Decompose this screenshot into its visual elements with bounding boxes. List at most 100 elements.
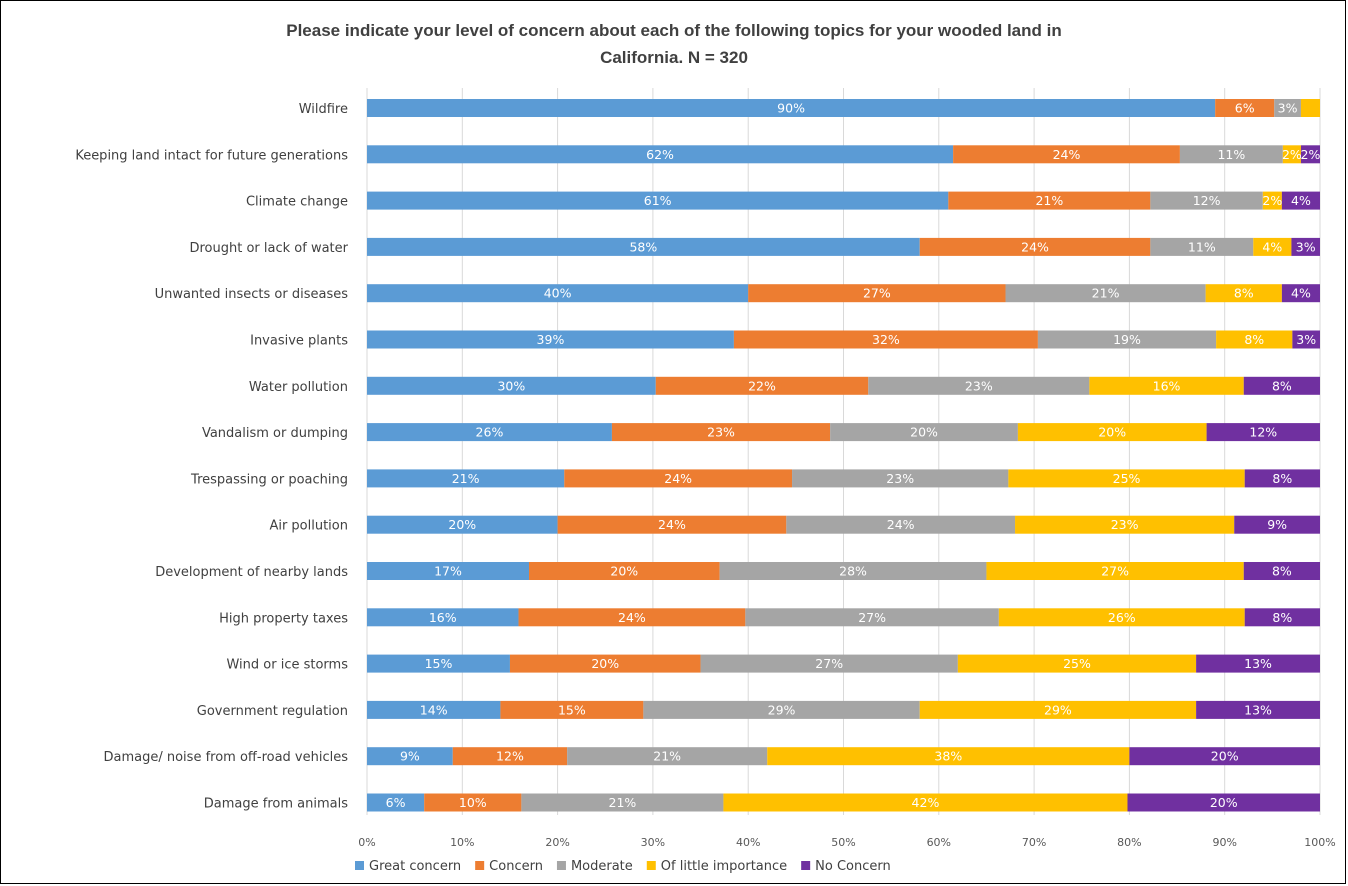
bar-value-label: 8% [1272, 378, 1292, 393]
bar-value-label: 27% [1101, 564, 1129, 579]
bar-value-label: 24% [887, 517, 915, 532]
x-tick-label: 40% [736, 836, 760, 849]
bar-value-label: 9% [1267, 517, 1287, 532]
legend-label: Moderate [571, 859, 633, 874]
bar-value-label: 28% [839, 564, 867, 579]
bar-segment [1262, 191, 1282, 210]
bar-segment [792, 469, 1009, 488]
bar-segment [367, 191, 949, 210]
bar-segment [919, 700, 1197, 719]
bar-segment [367, 145, 954, 164]
bar-value-label: 4% [1291, 286, 1311, 301]
bar-segment [830, 423, 1018, 442]
bar-value-label: 24% [618, 610, 646, 625]
bar-segment [919, 237, 1151, 256]
bar-value-label: 13% [1244, 656, 1272, 671]
bar-value-label: 9% [400, 749, 420, 764]
x-tick-label: 20% [545, 836, 569, 849]
bar-segment [723, 793, 1128, 812]
bar-value-label: 25% [1113, 471, 1141, 486]
category-label: Keeping land intact for future generatio… [75, 148, 348, 163]
bar-segment [733, 330, 1038, 349]
bar-segment [1127, 793, 1320, 812]
bar-segment [1005, 284, 1206, 303]
bar-value-label: 2% [1282, 147, 1302, 162]
bar-value-label: 29% [768, 702, 796, 717]
bar-segment [1216, 330, 1293, 349]
bar-value-label: 21% [1035, 193, 1063, 208]
bar-segment [1017, 423, 1207, 442]
bar-segment [1234, 515, 1320, 534]
category-label: Wind or ice storms [226, 658, 348, 673]
legend-label: Great concern [369, 859, 461, 874]
bar-value-label: 16% [429, 610, 457, 625]
bar-value-label: 38% [934, 749, 962, 764]
bar-value-label: 23% [707, 425, 735, 440]
legend-swatch [801, 861, 811, 870]
bar-value-label: 23% [886, 471, 914, 486]
bar-value-label: 17% [434, 564, 462, 579]
bar-segment [1206, 423, 1320, 442]
bar-segment [500, 700, 644, 719]
bar-segment [367, 330, 734, 349]
bar-value-label: 4% [1291, 193, 1311, 208]
bar-value-label: 15% [558, 702, 586, 717]
bar-segment [1008, 469, 1245, 488]
bar-value-label: 20% [1098, 425, 1126, 440]
x-axis-ticks: 0% 10% 20% 30% 40% 50% 60% 70% 80% 90% 100% [358, 836, 1335, 849]
bar-segment [367, 700, 501, 719]
bar-segment [1243, 562, 1320, 580]
bar-value-label: 24% [664, 471, 692, 486]
bar-value-label: 40% [544, 286, 572, 301]
bar-value-label: 20% [1210, 795, 1238, 810]
category-label: Vandalism or dumping [202, 426, 348, 441]
bar-value-label: 62% [646, 147, 674, 162]
category-label: Wildfire [299, 102, 348, 117]
bar-value-label: 6% [386, 795, 406, 810]
bar-segment [700, 654, 958, 673]
bar-segment [367, 237, 920, 256]
x-tick-label: 60% [927, 836, 951, 849]
bar-segment [367, 747, 453, 766]
bar-segment [1291, 237, 1320, 256]
bar-segment [1129, 747, 1320, 766]
bar-value-label: 3% [1296, 239, 1316, 254]
bar-value-label: 21% [609, 795, 637, 810]
bar-segment [1282, 145, 1301, 164]
chart-title-line-2: California. N = 320 [600, 48, 748, 67]
bar-value-label: 20% [610, 564, 638, 579]
bar-value-label: 3% [1296, 332, 1316, 347]
bar-value-label: 4% [1262, 239, 1282, 254]
bar-segment [424, 793, 522, 812]
bar-value-label: 39% [537, 332, 565, 347]
bar-segment [529, 562, 720, 580]
bar-value-label: 30% [497, 378, 525, 393]
bar-value-label: 24% [658, 517, 686, 532]
bar-segment [452, 747, 568, 766]
bar-segment [1243, 376, 1320, 395]
bar-value-label: 26% [476, 425, 504, 440]
bar-value-label: 10% [459, 795, 487, 810]
bar-segment [367, 423, 612, 442]
bar-value-label: 2% [1262, 193, 1282, 208]
bar-segment [1281, 284, 1320, 303]
bar-segment [643, 700, 920, 719]
category-label: Trespassing or poaching [190, 472, 348, 487]
bar-value-label: 12% [1193, 193, 1221, 208]
bar-segment [1274, 99, 1301, 117]
bar-segment [518, 608, 746, 627]
bar-segment [367, 99, 1216, 117]
bar-segment [1196, 654, 1320, 673]
category-labels: Wildfire Keeping land intact for future g… [75, 102, 348, 812]
bar-value-label: 26% [1108, 610, 1136, 625]
category-label: Water pollution [249, 380, 348, 395]
bar-value-label: 8% [1234, 286, 1254, 301]
category-label: Air pollution [269, 519, 348, 534]
bar-segment [998, 608, 1245, 627]
bar-segment [1253, 237, 1292, 256]
bar-segment [953, 145, 1180, 164]
legend-swatch [355, 861, 364, 870]
bar-segment [786, 515, 1016, 534]
bar-value-label: 24% [1021, 239, 1049, 254]
bar-segment [655, 376, 869, 395]
